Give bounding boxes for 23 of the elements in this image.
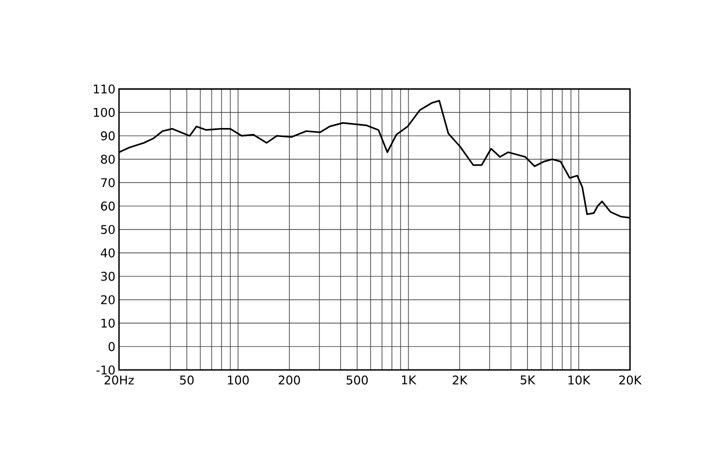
x-tick-label: 50: [180, 376, 194, 385]
y-tick-label: 0: [108, 342, 115, 352]
y-tick-label: 70: [101, 178, 115, 188]
y-tick-label: -10: [96, 365, 115, 375]
y-tick-label: 40: [100, 248, 115, 258]
x-tick-label: 200: [278, 376, 300, 385]
x-tick-label: 2K: [452, 376, 468, 384]
y-tick-label: 110: [94, 84, 115, 94]
y-tick-label: 30: [101, 272, 115, 281]
x-tick-label: 100: [228, 376, 249, 385]
y-tick-label: 60: [101, 202, 115, 211]
y-tick-label: 100: [94, 108, 115, 117]
x-tick-label: 1K: [402, 376, 416, 384]
x-tick-label: 5K: [520, 376, 536, 384]
y-tick-label: 90: [100, 131, 115, 140]
x-tick-label: 20K: [619, 376, 642, 385]
x-tick-label: 10K: [568, 376, 591, 385]
y-tick-label: 10: [102, 318, 115, 328]
x-tick-label: 500: [346, 376, 368, 385]
y-tick-label: 20: [101, 295, 115, 304]
y-tick-label: 80: [101, 154, 115, 164]
y-tick-label: 50: [101, 224, 115, 234]
x-tick-label: 20Hz: [104, 376, 134, 385]
